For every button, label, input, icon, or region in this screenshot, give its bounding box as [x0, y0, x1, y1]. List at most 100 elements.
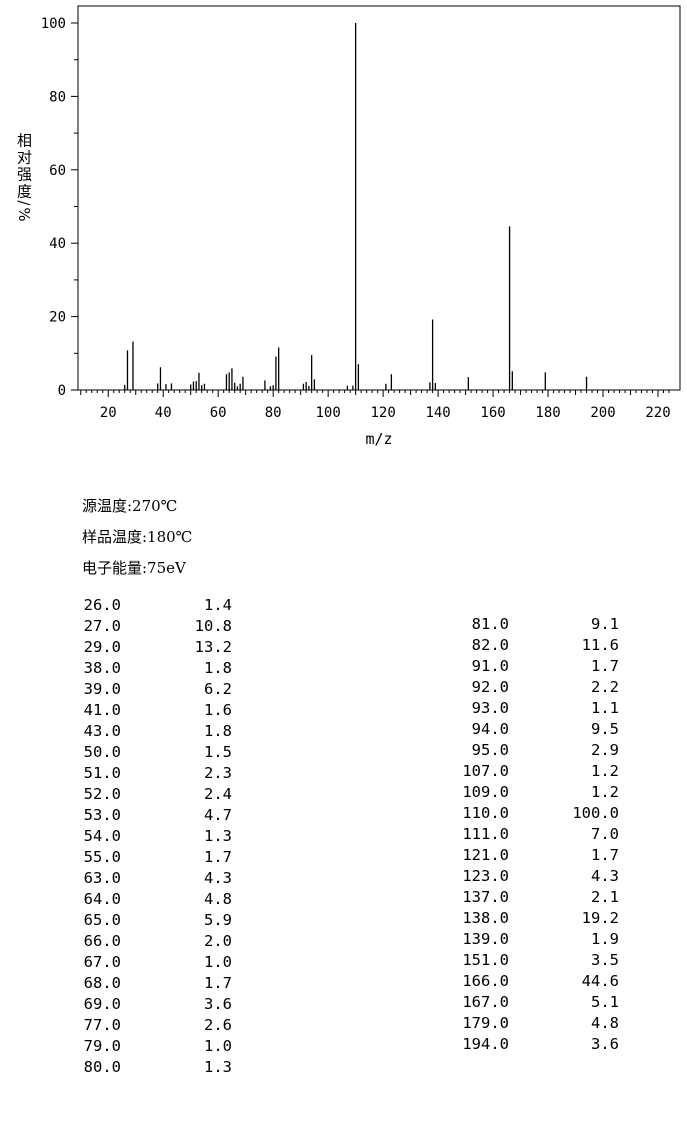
- table-row: 41.0 1.6: [0, 700, 687, 721]
- intensity-value: 1.3: [204, 827, 232, 845]
- mz-value: 38.0: [83, 659, 121, 677]
- x-axis: 20 40 60 80 100 120 140 160 180 200 220: [80, 390, 671, 421]
- x-tick-label: 180: [535, 405, 560, 421]
- mz-value: 139.0: [462, 930, 509, 948]
- table-row: 80.0 1.3: [0, 1057, 687, 1078]
- mz-value: 79.0: [83, 1037, 121, 1055]
- intensity-value: 1.0: [204, 953, 232, 971]
- y-tick-label: 100: [41, 16, 66, 32]
- table-row: 167.0 5.1: [0, 992, 687, 1013]
- table-row: 54.0 1.3: [0, 826, 687, 847]
- mz-value: 123.0: [462, 867, 509, 885]
- intensity-value: 4.8: [204, 890, 232, 908]
- intensity-value: 1.6: [204, 701, 232, 719]
- mz-value: 27.0: [83, 617, 121, 635]
- intensity-value: 2.2: [591, 678, 619, 696]
- table-row: 64.0 4.8: [0, 889, 687, 910]
- mz-value: 138.0: [462, 909, 509, 927]
- intensity-value: 4.8: [591, 1014, 619, 1032]
- intensity-value: 5.1: [591, 993, 619, 1011]
- intensity-value: 44.6: [581, 972, 619, 990]
- intensity-value: 1.7: [591, 657, 619, 675]
- intensity-value: 10.8: [194, 617, 232, 635]
- intensity-value: 9.1: [591, 615, 619, 633]
- table-row: 55.0 1.7: [0, 847, 687, 868]
- mz-value: 53.0: [83, 806, 121, 824]
- mz-value: 68.0: [83, 974, 121, 992]
- mz-value: 41.0: [83, 701, 121, 719]
- intensity-value: 1.7: [591, 846, 619, 864]
- mz-value: 80.0: [83, 1058, 121, 1076]
- intensity-value: 1.7: [204, 848, 232, 866]
- mass-spectrum-chart: 20 40 60 80 100 120 140 160 180 200 220 0 20 40 60 80 1…: [15, 5, 681, 448]
- table-row: 53.0 4.7: [0, 805, 687, 826]
- table-row: 121.0 1.7: [0, 845, 687, 866]
- x-tick-label: 220: [645, 405, 670, 421]
- table-row: 166.0 44.6: [0, 971, 687, 992]
- x-tick-label: 40: [155, 405, 172, 421]
- intensity-value: 19.2: [581, 909, 619, 927]
- mz-value: 52.0: [83, 785, 121, 803]
- table-row: 109.0 1.2: [0, 782, 687, 803]
- mz-value: 67.0: [83, 953, 121, 971]
- table-row: 91.0 1.7: [0, 656, 687, 677]
- table-row: 79.0 1.0: [0, 1036, 687, 1057]
- intensity-value: 1.8: [204, 659, 232, 677]
- mz-value: 64.0: [83, 890, 121, 908]
- table-row: 110.0 100.0: [0, 803, 687, 824]
- x-tick-label: 120: [370, 405, 395, 421]
- mz-value: 111.0: [462, 825, 509, 843]
- intensity-value: 3.5: [591, 951, 619, 969]
- intensity-value: 1.1: [591, 699, 619, 717]
- table-row: 43.0 1.8: [0, 721, 687, 742]
- intensity-value: 3.6: [591, 1035, 619, 1053]
- condition-item: 源温度:270℃: [82, 497, 178, 515]
- mz-value: 166.0: [462, 972, 509, 990]
- intensity-value: 1.2: [591, 762, 619, 780]
- table-row: 63.0 4.3: [0, 868, 687, 889]
- mz-value: 77.0: [83, 1016, 121, 1034]
- y-tick-label: 80: [49, 89, 66, 105]
- x-tick-label: 60: [210, 405, 227, 421]
- mz-value: 43.0: [83, 722, 121, 740]
- mz-value: 95.0: [471, 741, 509, 759]
- intensity-value: 2.3: [204, 764, 232, 782]
- plot-frame: [77, 5, 681, 391]
- table-row: 93.0 1.1: [0, 698, 687, 719]
- intensity-value: 3.6: [204, 995, 232, 1013]
- intensity-value: 5.9: [204, 911, 232, 929]
- mz-value: 91.0: [471, 657, 509, 675]
- table-row: 111.0 7.0: [0, 824, 687, 845]
- mz-value: 151.0: [462, 951, 509, 969]
- mz-value: 121.0: [462, 846, 509, 864]
- condition-item: 样品温度:180℃: [82, 528, 193, 546]
- table-row: 38.0 1.8: [0, 658, 687, 679]
- mz-value: 65.0: [83, 911, 121, 929]
- mz-value: 63.0: [83, 869, 121, 887]
- mz-value: 81.0: [471, 615, 509, 633]
- table-row: 29.0 13.2: [0, 637, 687, 658]
- y-axis-label: 相对强度/%: [15, 132, 33, 223]
- x-axis-label: m/z: [365, 430, 392, 448]
- intensity-value: 2.6: [204, 1016, 232, 1034]
- mz-value: 92.0: [471, 678, 509, 696]
- table-row: 66.0 2.0: [0, 931, 687, 952]
- intensity-value: 9.5: [591, 720, 619, 738]
- mz-value: 107.0: [462, 762, 509, 780]
- y-tick-label: 40: [49, 236, 66, 252]
- mz-value: 179.0: [462, 1014, 509, 1032]
- mz-value: 69.0: [83, 995, 121, 1013]
- intensity-value: 13.2: [194, 638, 232, 656]
- mz-value: 29.0: [83, 638, 121, 656]
- intensity-value: 1.2: [591, 783, 619, 801]
- mz-value: 194.0: [462, 1035, 509, 1053]
- mz-value: 54.0: [83, 827, 121, 845]
- mz-value: 93.0: [471, 699, 509, 717]
- y-tick-label: 20: [49, 310, 66, 326]
- mz-value: 55.0: [83, 848, 121, 866]
- intensity-value: 4.3: [204, 869, 232, 887]
- mz-value: 94.0: [471, 720, 509, 738]
- mz-value: 51.0: [83, 764, 121, 782]
- table-row: 179.0 4.8: [0, 1013, 687, 1034]
- intensity-value: 1.3: [204, 1058, 232, 1076]
